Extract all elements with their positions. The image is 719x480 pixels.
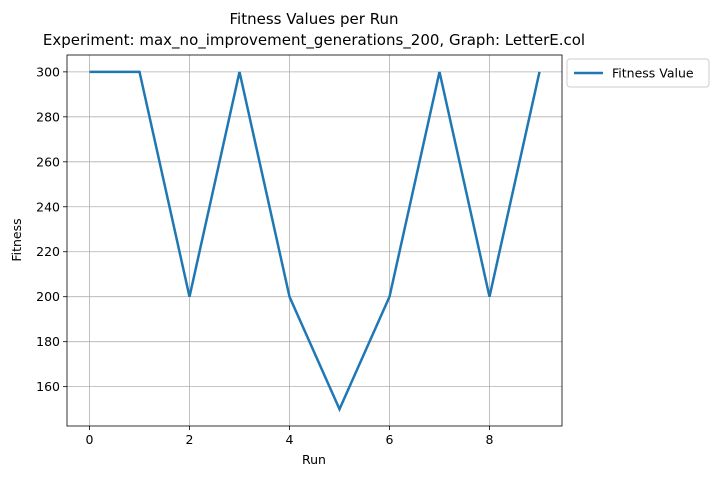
x-tick-label: 4: [286, 432, 294, 447]
chart-subtitle: Experiment: max_no_improvement_generatio…: [43, 31, 585, 50]
legend-label: Fitness Value: [612, 66, 694, 81]
y-axis-ticks: 160 180 200 220 240 260 280 300: [36, 64, 67, 394]
legend-box: [566, 58, 710, 88]
x-tick-label: 8: [486, 432, 494, 447]
y-tick-label: 240: [36, 199, 60, 214]
chart-title: Fitness Values per Run: [230, 10, 399, 28]
x-tick-label: 0: [86, 432, 94, 447]
x-tick-label: 6: [386, 432, 394, 447]
y-tick-label: 200: [36, 289, 60, 304]
plot-frame: [66, 54, 563, 427]
y-tick-label: 220: [36, 244, 60, 259]
y-tick-label: 280: [36, 109, 60, 124]
grid: [67, 55, 562, 426]
y-tick-label: 160: [36, 379, 60, 394]
series-layer: [89, 70, 541, 413]
y-axis-label: Fitness: [9, 218, 24, 261]
x-axis-label: Run: [302, 452, 326, 467]
x-axis-ticks: 0 2 4 6 8: [86, 426, 494, 447]
legend: Fitness Value: [566, 58, 710, 88]
y-tick-label: 300: [36, 64, 60, 79]
x-tick-label: 2: [186, 432, 194, 447]
y-tick-label: 180: [36, 334, 60, 349]
series-line: [89, 70, 541, 413]
y-tick-label: 260: [36, 154, 60, 169]
